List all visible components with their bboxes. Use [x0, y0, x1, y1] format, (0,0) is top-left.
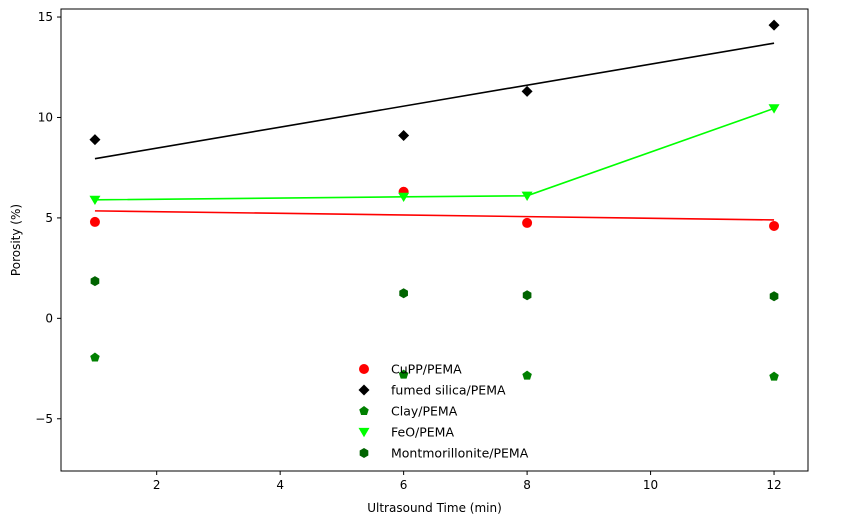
point-montmorillonite-pema	[769, 291, 779, 302]
line-feo-pema-line	[94, 107, 775, 201]
legend-marker	[358, 427, 370, 438]
point-cupp-pema	[89, 216, 100, 227]
point-fumed-silica-pema	[89, 134, 101, 146]
point-feo-pema	[768, 104, 780, 114]
point-feo-pema	[398, 192, 410, 203]
x-axis-label: Ultrasound Time (min)	[367, 501, 502, 515]
point-clay-pema	[769, 371, 779, 381]
line-cupp-trend	[94, 210, 775, 221]
point-clay-pema	[398, 369, 409, 379]
legend-marker	[358, 384, 370, 396]
point-montmorillonite-pema	[90, 276, 100, 287]
legend-label: CuPP/PEMA	[391, 362, 462, 377]
y-tick-label: 0	[45, 311, 53, 325]
point-feo-pema	[521, 191, 533, 202]
point-montmorillonite-pema	[522, 290, 532, 301]
x-tick-label: 4	[276, 478, 284, 492]
y-tick-label: 15	[38, 10, 53, 24]
y-tick-label: 5	[45, 211, 53, 225]
point-clay-pema	[522, 370, 532, 380]
x-tick-label: 8	[523, 478, 531, 492]
point-fumed-silica-pema	[398, 130, 410, 142]
legend-label: Clay/PEMA	[391, 404, 458, 419]
y-axis-label: Porosity (%)	[9, 204, 23, 276]
legend-marker	[359, 448, 369, 458]
axes: 2 4 6 8 10 12 −5 0 5 10 15 Ultrasound Time (min) Por…	[9, 8, 809, 515]
point-cupp-pema	[769, 220, 780, 231]
point-fumed-silica-pema	[768, 19, 780, 31]
y-tick-label: −5	[35, 412, 53, 426]
plot-frame	[60, 8, 809, 472]
point-clay-pema	[90, 352, 100, 362]
point-cupp-pema	[522, 217, 533, 228]
legend-marker	[359, 364, 369, 374]
legend: CuPP/PEMA fumed silica/PEMA Clay/PEMA FeO/P…	[358, 362, 529, 461]
x-tick-label: 2	[153, 478, 161, 492]
y-tick-label: 10	[38, 110, 53, 124]
data-markers	[89, 19, 780, 381]
trend-lines	[94, 42, 775, 221]
legend-marker	[359, 406, 369, 416]
x-tick-label: 12	[766, 478, 781, 492]
legend-label: FeO/PEMA	[391, 425, 454, 440]
x-tick-label: 10	[643, 478, 658, 492]
line-fumed-silica-trend	[94, 42, 775, 160]
point-feo-pema	[89, 195, 101, 206]
point-montmorillonite-pema	[399, 288, 408, 299]
point-fumed-silica-pema	[521, 85, 533, 97]
legend-label: Montmorillonite/PEMA	[391, 446, 529, 461]
x-tick-label: 6	[400, 478, 408, 492]
legend-label: fumed silica/PEMA	[391, 383, 506, 398]
